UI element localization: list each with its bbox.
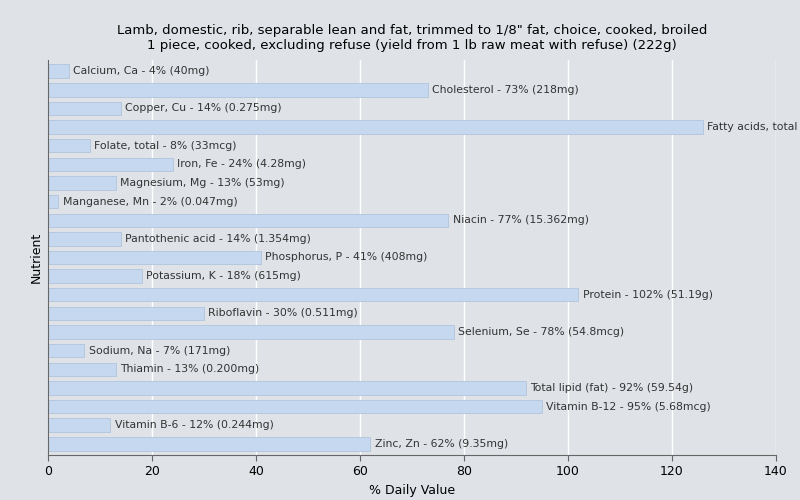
Text: Manganese, Mn - 2% (0.047mg): Manganese, Mn - 2% (0.047mg)	[62, 196, 238, 206]
Text: Cholesterol - 73% (218mg): Cholesterol - 73% (218mg)	[432, 85, 578, 95]
Text: Phosphorus, P - 41% (408mg): Phosphorus, P - 41% (408mg)	[266, 252, 428, 262]
Y-axis label: Nutrient: Nutrient	[30, 232, 42, 283]
Bar	[48, 270, 142, 283]
Bar	[48, 251, 262, 264]
Text: Magnesium, Mg - 13% (53mg): Magnesium, Mg - 13% (53mg)	[120, 178, 284, 188]
Bar	[48, 418, 110, 432]
Text: Iron, Fe - 24% (4.28mg): Iron, Fe - 24% (4.28mg)	[177, 160, 306, 170]
Text: Sodium, Na - 7% (171mg): Sodium, Na - 7% (171mg)	[89, 346, 230, 356]
Text: Selenium, Se - 78% (54.8mcg): Selenium, Se - 78% (54.8mcg)	[458, 327, 624, 337]
Text: Protein - 102% (51.19g): Protein - 102% (51.19g)	[582, 290, 713, 300]
Bar	[48, 158, 173, 171]
Text: Thiamin - 13% (0.200mg): Thiamin - 13% (0.200mg)	[120, 364, 259, 374]
Bar	[48, 139, 90, 152]
Bar	[48, 102, 121, 115]
Text: Riboflavin - 30% (0.511mg): Riboflavin - 30% (0.511mg)	[208, 308, 358, 318]
Text: Vitamin B-12 - 95% (5.68mcg): Vitamin B-12 - 95% (5.68mcg)	[546, 402, 711, 411]
Title: Lamb, domestic, rib, separable lean and fat, trimmed to 1/8" fat, choice, cooked: Lamb, domestic, rib, separable lean and …	[117, 24, 707, 52]
Text: Copper, Cu - 14% (0.275mg): Copper, Cu - 14% (0.275mg)	[125, 104, 282, 114]
Text: Calcium, Ca - 4% (40mg): Calcium, Ca - 4% (40mg)	[73, 66, 210, 76]
Bar	[48, 288, 578, 302]
Bar	[48, 176, 116, 190]
Bar	[48, 64, 69, 78]
Bar	[48, 381, 526, 394]
Bar	[48, 362, 116, 376]
X-axis label: % Daily Value: % Daily Value	[369, 484, 455, 497]
Text: Potassium, K - 18% (615mg): Potassium, K - 18% (615mg)	[146, 271, 301, 281]
Text: Fatty acids, total saturated - 126% (25.219g): Fatty acids, total saturated - 126% (25.…	[707, 122, 800, 132]
Text: Pantothenic acid - 14% (1.354mg): Pantothenic acid - 14% (1.354mg)	[125, 234, 311, 244]
Text: Zinc, Zn - 62% (9.35mg): Zinc, Zn - 62% (9.35mg)	[374, 439, 508, 449]
Bar	[48, 400, 542, 413]
Text: Niacin - 77% (15.362mg): Niacin - 77% (15.362mg)	[453, 215, 589, 225]
Text: Folate, total - 8% (33mcg): Folate, total - 8% (33mcg)	[94, 140, 236, 150]
Bar	[48, 306, 204, 320]
Bar	[48, 437, 370, 450]
Bar	[48, 214, 449, 227]
Bar	[48, 232, 121, 245]
Bar	[48, 120, 703, 134]
Text: Total lipid (fat) - 92% (59.54g): Total lipid (fat) - 92% (59.54g)	[530, 383, 694, 393]
Text: Vitamin B-6 - 12% (0.244mg): Vitamin B-6 - 12% (0.244mg)	[114, 420, 274, 430]
Bar	[48, 344, 85, 358]
Bar	[48, 326, 454, 338]
Bar	[48, 195, 58, 208]
Bar	[48, 83, 428, 96]
